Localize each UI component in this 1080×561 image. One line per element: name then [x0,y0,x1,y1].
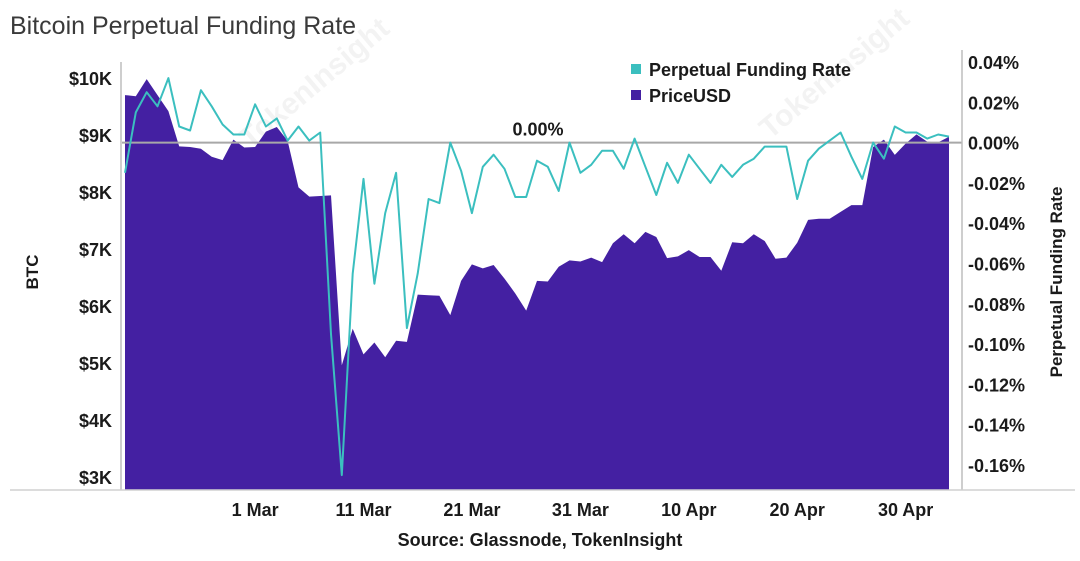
x-tick-label: 20 Apr [770,500,825,520]
right-tick-label: -0.08% [968,295,1025,315]
right-tick-label: 0.02% [968,93,1019,113]
left-tick-label: $7K [79,240,112,260]
source-caption: Source: Glassnode, TokenInsight [398,530,683,550]
right-tick-label: -0.10% [968,335,1025,355]
legend-label-funding-rate: Perpetual Funding Rate [649,60,851,80]
right-tick-label: -0.06% [968,255,1025,275]
x-tick-label: 11 Mar [336,500,392,520]
zero-annotation: 0.00% [512,120,563,140]
price-area [125,79,949,490]
left-tick-label: $8K [79,183,112,203]
left-axis-title: BTC [23,255,42,290]
chart-title: Bitcoin Perpetual Funding Rate [10,12,357,40]
x-tick-label: 31 Mar [552,500,609,520]
left-tick-label: $6K [79,297,112,317]
right-tick-label: -0.12% [968,375,1025,395]
legend-label-price: PriceUSD [649,86,731,106]
left-tick-label: $3K [79,468,112,488]
legend-swatch-funding-rate [631,64,641,74]
x-tick-label: 10 Apr [661,500,716,520]
right-tick-label: -0.04% [968,214,1025,234]
left-tick-label: $5K [79,354,112,374]
right-tick-label: 0.04% [968,53,1019,73]
right-tick-label: 0.00% [968,134,1019,154]
left-tick-label: $9K [79,126,112,146]
x-tick-label: 21 Mar [443,500,500,520]
x-tick-label: 1 Mar [232,500,279,520]
funding-rate-line [124,77,950,477]
right-tick-label: -0.02% [968,174,1025,194]
right-tick-label: -0.14% [968,416,1025,436]
x-tick-label: 30 Apr [878,500,933,520]
left-tick-label: $4K [79,411,112,431]
watermark-logo: TokenInsight [233,12,396,156]
left-tick-label: $10K [69,69,112,89]
right-tick-label: -0.16% [968,456,1025,476]
right-axis-title: Perpetual Funding Rate [1047,187,1066,378]
legend-swatch-price [631,90,641,100]
